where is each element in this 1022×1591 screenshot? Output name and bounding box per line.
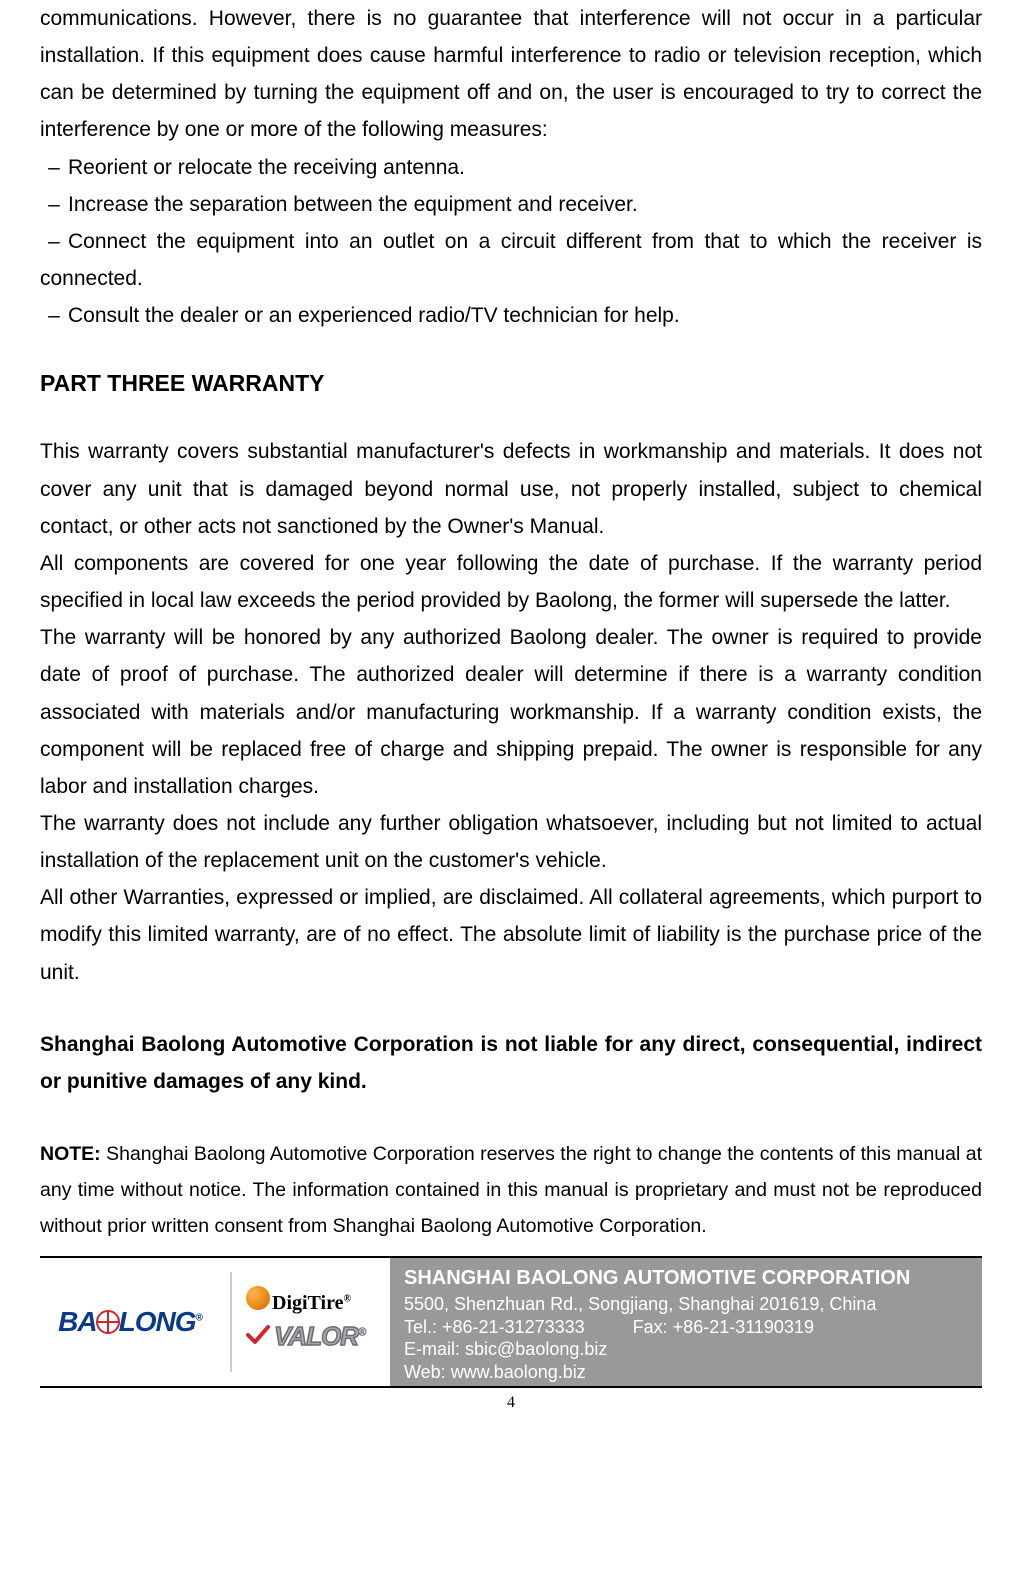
- bullet-text: Increase the separation between the equi…: [68, 193, 638, 216]
- page-footer: BALONG® DigiTire® VALOR® SHANGHAI BAOLON…: [40, 1256, 982, 1388]
- bullet-marker: –: [40, 223, 68, 260]
- contact-row: Tel.: +86-21-31273333 Fax: +86-21-311903…: [404, 1316, 970, 1339]
- digitire-text: DigiTire: [272, 1292, 343, 1314]
- email: E-mail: sbic@baolong.biz: [404, 1338, 970, 1361]
- footer-logos: BALONG® DigiTire® VALOR®: [40, 1258, 390, 1386]
- warranty-paragraph: All other Warranties, expressed or impli…: [40, 879, 982, 990]
- bullet-marker: –: [40, 186, 68, 223]
- baolong-logo: BALONG®: [40, 1306, 220, 1338]
- bullet-item: –Connect the equipment into an outlet on…: [40, 223, 982, 297]
- bullet-text: Consult the dealer or an experienced rad…: [68, 304, 680, 327]
- footer-info: SHANGHAI BAOLONG AUTOMOTIVE CORPORATION …: [390, 1258, 982, 1386]
- page-number: 4: [40, 1394, 982, 1412]
- bullet-text: Reorient or relocate the receiving anten…: [68, 156, 465, 179]
- warranty-paragraph: All components are covered for one year …: [40, 545, 982, 619]
- intro-paragraph: communications. However, there is no gua…: [40, 0, 982, 149]
- bullet-text: Connect the equipment into an outlet on …: [40, 230, 982, 290]
- note-label: NOTE:: [40, 1143, 101, 1165]
- warranty-paragraph: The warranty does not include any furthe…: [40, 805, 982, 879]
- vertical-divider: [230, 1272, 232, 1372]
- note-paragraph: NOTE: Shanghai Baolong Automotive Corpor…: [40, 1136, 982, 1244]
- valor-text: VALOR: [274, 1321, 358, 1351]
- company-name: SHANGHAI BAOLONG AUTOMOTIVE CORPORATION: [404, 1266, 970, 1291]
- bullet-item: –Increase the separation between the equ…: [40, 186, 982, 223]
- valor-logo: VALOR®: [246, 1321, 365, 1352]
- note-text: Shanghai Baolong Automotive Corporation …: [40, 1143, 982, 1237]
- digitire-logo: DigiTire®: [246, 1292, 351, 1315]
- web: Web: www.baolong.biz: [404, 1361, 970, 1384]
- globe-icon: [96, 1310, 120, 1334]
- company-address: 5500, Shenzhuan Rd., Songjiang, Shanghai…: [404, 1293, 970, 1316]
- fax: Fax: +86-21-31190319: [633, 1316, 814, 1339]
- bullet-item: –Reorient or relocate the receiving ante…: [40, 149, 982, 186]
- liability-statement: Shanghai Baolong Automotive Corporation …: [40, 1027, 982, 1101]
- document-page: communications. However, there is no gua…: [0, 0, 1022, 1412]
- warranty-paragraph: This warranty covers substantial manufac…: [40, 433, 982, 544]
- orb-icon: [246, 1286, 270, 1310]
- section-heading: PART THREE WARRANTY: [40, 370, 982, 397]
- bullet-marker: –: [40, 297, 68, 334]
- warranty-paragraph: The warranty will be honored by any auth…: [40, 619, 982, 805]
- tel: Tel.: +86-21-31273333: [404, 1316, 585, 1339]
- check-icon: [246, 1325, 270, 1345]
- secondary-logos: DigiTire® VALOR®: [242, 1292, 365, 1352]
- bullet-item: –Consult the dealer or an experienced ra…: [40, 297, 982, 334]
- bullet-marker: –: [40, 149, 68, 186]
